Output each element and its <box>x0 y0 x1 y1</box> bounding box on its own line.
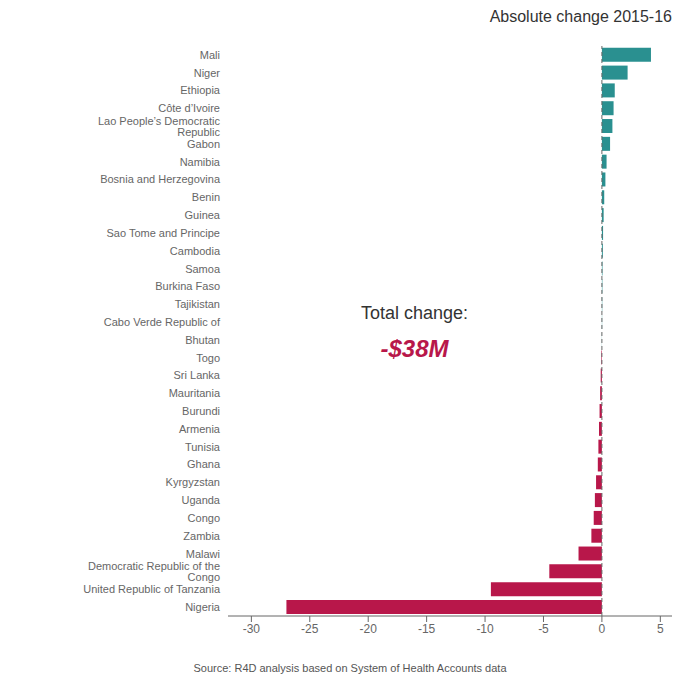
svg-text:Burkina Faso: Burkina Faso <box>155 280 220 292</box>
svg-text:Burundi: Burundi <box>182 405 220 417</box>
svg-text:Sri Lanka: Sri Lanka <box>174 369 221 381</box>
svg-text:Mali: Mali <box>200 49 220 61</box>
html-text:Total change:: Total change: <box>360 302 468 323</box>
svg-text:Tajikistan: Tajikistan <box>175 298 220 310</box>
svg-text:Mauritania: Mauritania <box>169 387 221 399</box>
svg-text:Samoa: Samoa <box>185 263 221 275</box>
svg-text:Zambia: Zambia <box>183 530 221 542</box>
svg-text:Benin: Benin <box>192 191 220 203</box>
svg-text:Cambodia: Cambodia <box>170 245 221 257</box>
svg-text:Nigeria: Nigeria <box>185 601 221 613</box>
svg-text:Democratic Republic of theCong: Democratic Republic of theCongo <box>88 560 220 583</box>
svg-text:Uganda: Uganda <box>181 494 220 506</box>
svg-text:Ethiopia: Ethiopia <box>180 84 221 96</box>
svg-text:-5: -5 <box>538 622 549 636</box>
svg-text:Malawi: Malawi <box>186 548 220 560</box>
svg-text:Guinea: Guinea <box>185 209 221 221</box>
svg-text:United Republic of Tanzania: United Republic of Tanzania <box>83 583 221 595</box>
svg-text:Congo: Congo <box>188 512 220 524</box>
svg-text:-25: -25 <box>301 622 319 636</box>
svg-text:Sao Tome and Principe: Sao Tome and Principe <box>106 227 220 239</box>
html-text:-$38M: -$38M <box>380 334 449 362</box>
svg-text:Togo: Togo <box>196 352 220 364</box>
html-text:Absolute change 2015-16: Absolute change 2015-16 <box>489 8 672 25</box>
svg-text:0: 0 <box>599 622 606 636</box>
svg-text:Niger: Niger <box>194 67 221 79</box>
svg-text:-20: -20 <box>360 622 378 636</box>
svg-text:-30: -30 <box>243 622 261 636</box>
svg-text:Namibia: Namibia <box>180 156 221 168</box>
svg-text:Cabo Verde Republic of: Cabo Verde Republic of <box>104 316 221 328</box>
svg-text:Kyrgyzstan: Kyrgyzstan <box>166 476 220 488</box>
svg-text:-15: -15 <box>418 622 436 636</box>
html-text:Source: R4D analysis based on: Source: R4D analysis based on System of … <box>193 662 507 674</box>
svg-text:Gabon: Gabon <box>187 138 220 150</box>
svg-text:Armenia: Armenia <box>179 423 221 435</box>
svg-text:Bosnia and Herzegovina: Bosnia and Herzegovina <box>100 173 221 185</box>
svg-text:Côte d’Ivoire: Côte d’Ivoire <box>158 102 220 114</box>
svg-text:Ghana: Ghana <box>187 458 221 470</box>
svg-text:Tunisia: Tunisia <box>185 441 221 453</box>
svg-text:5: 5 <box>657 622 664 636</box>
svg-text:Bhutan: Bhutan <box>185 334 220 346</box>
svg-text:-10: -10 <box>476 622 494 636</box>
svg-text:Lao People’s DemocraticRepubli: Lao People’s DemocraticRepublic <box>98 115 221 138</box>
